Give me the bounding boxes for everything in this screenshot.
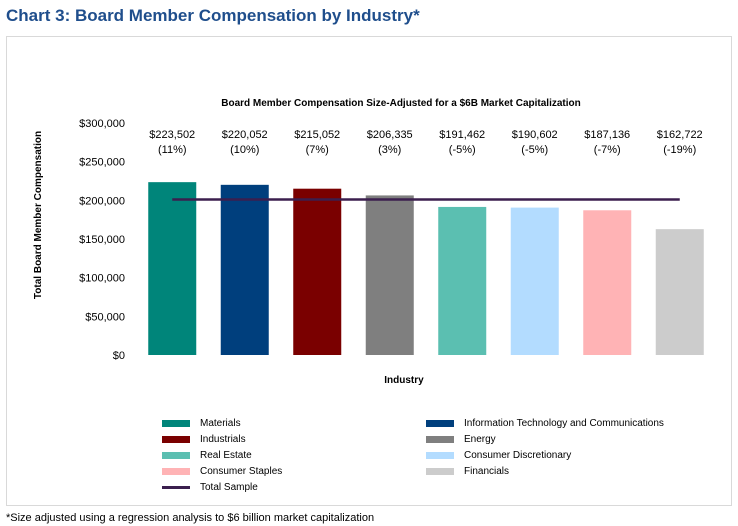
bar-value-label: $191,462 xyxy=(439,129,485,141)
y-axis-label: Total Board Member Compensation xyxy=(33,131,44,299)
bar-percent-label: (-7%) xyxy=(594,144,621,156)
bar-percent-label: (3%) xyxy=(378,144,401,156)
bar-1 xyxy=(220,184,269,355)
page-title: Chart 3: Board Member Compensation by In… xyxy=(6,6,420,25)
y-tick-label: $150,000 xyxy=(79,234,125,246)
bar-5 xyxy=(510,207,559,355)
bar-7 xyxy=(655,229,704,355)
y-tick-label: $200,000 xyxy=(79,195,125,207)
chart-title: Board Member Compensation Size-Adjusted … xyxy=(221,98,581,109)
bar-percent-label: (-5%) xyxy=(521,144,548,156)
bar-value-label: $223,502 xyxy=(149,129,195,141)
bar-2 xyxy=(293,188,342,355)
bar-value-label: $220,052 xyxy=(222,129,268,141)
y-tick-label: $50,000 xyxy=(85,311,125,323)
bar-percent-label: (7%) xyxy=(306,144,329,156)
bar-value-label: $206,335 xyxy=(367,129,413,141)
chart-frame xyxy=(6,36,732,506)
bar-percent-label: (-19%) xyxy=(663,144,696,156)
bar-value-label: $187,136 xyxy=(584,129,630,141)
bar-4 xyxy=(438,206,487,355)
y-tick-label: $300,000 xyxy=(79,118,125,130)
bar-percent-label: (10%) xyxy=(230,144,259,156)
bar-0 xyxy=(148,182,197,355)
x-axis-label: Industry xyxy=(384,375,424,386)
bar-value-label: $162,722 xyxy=(657,129,703,141)
bar-percent-label: (11%) xyxy=(158,144,187,156)
bar-value-label: $215,052 xyxy=(294,129,340,141)
bar-3 xyxy=(365,195,414,355)
bar-percent-label: (-5%) xyxy=(449,144,476,156)
bar-6 xyxy=(583,210,632,355)
footnote: *Size adjusted using a regression analys… xyxy=(6,512,375,524)
bar-value-label: $190,602 xyxy=(512,129,558,141)
y-tick-label: $100,000 xyxy=(79,273,125,285)
y-tick-label: $250,000 xyxy=(79,157,125,169)
y-tick-label: $0 xyxy=(113,350,125,362)
